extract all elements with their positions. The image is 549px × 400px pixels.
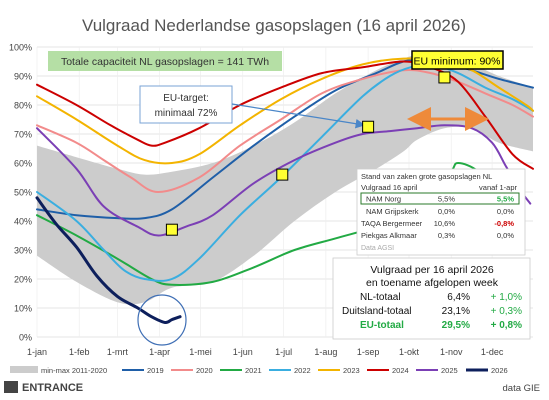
storage-table-header-3: vanaf 1-apr xyxy=(479,183,517,192)
storage-row-value: 0,3% xyxy=(438,231,455,240)
storage-row-value: 0,0% xyxy=(438,207,455,216)
legend-label-2025: 2025 xyxy=(441,366,458,375)
brand-logo: ENTRANCE xyxy=(4,381,83,394)
brand-logo-mark xyxy=(4,381,18,393)
y-tick-label: 100% xyxy=(9,43,32,53)
summary-row-value: 29,5% xyxy=(442,320,470,331)
storage-row-change: -0,8% xyxy=(494,219,514,228)
y-tick-label: 10% xyxy=(14,304,32,314)
storage-row-change: 0,0% xyxy=(497,207,514,216)
storage-row-name: NAM Norg xyxy=(366,195,401,204)
storage-table: Stand van zaken grote gasopslagen NL Vul… xyxy=(356,168,526,256)
legend-label-2019: 2019 xyxy=(147,366,164,375)
y-axis-ticks: 0% 10% 20% 30% 40% 50% 60% 70% 80% 90% 100% xyxy=(9,43,32,343)
summary-row-name: EU-totaal xyxy=(360,320,404,331)
storage-row-value: 10,6% xyxy=(434,219,456,228)
eu-minimum-box xyxy=(411,50,504,70)
y-tick-label: 60% xyxy=(14,159,32,169)
y-tick-label: 50% xyxy=(14,188,32,198)
y-tick-label: 70% xyxy=(14,130,32,140)
eu-target-label-2: minimaal 72% xyxy=(155,108,218,119)
x-tick-label: 1-dec xyxy=(481,347,504,357)
x-axis-ticks: 1-jan 1-feb 1-mrt 1-apr 1-mei 1-jun 1-jul 1-aug… xyxy=(27,347,504,357)
eu-target-box xyxy=(139,85,233,124)
x-tick-label: 1-jun xyxy=(233,347,253,357)
series-line-2025 xyxy=(36,124,532,237)
summary-row-value: 6,4% xyxy=(447,292,470,303)
series-line-2026 xyxy=(35,196,182,325)
eu-minimum-label: EU minimum: 90% xyxy=(414,56,501,68)
y-tick-label: 0% xyxy=(19,333,32,343)
legend-swatch-band xyxy=(10,366,38,373)
storage-row-change: 0,0% xyxy=(497,231,514,240)
capacity-box xyxy=(48,51,282,71)
summary-box: Vulgraad per 16 april 2026 en toename af… xyxy=(332,257,531,340)
brand-name: ENTRANCE xyxy=(22,382,83,394)
eu-target-marker xyxy=(276,168,289,181)
legend-label-2026: 2026 xyxy=(491,366,508,375)
x-tick-label: 1-jul xyxy=(275,347,292,357)
legend-label-2021: 2021 xyxy=(245,366,262,375)
chart-title: Vulgraad Nederlandse gasopslagen (16 apr… xyxy=(82,16,466,35)
y-tick-label: 30% xyxy=(14,246,32,256)
summary-title-1: Vulgraad per 16 april 2026 xyxy=(370,264,494,276)
summary-row-change: + 0,8% xyxy=(491,320,523,331)
storage-table-source: Data AGSI xyxy=(361,245,394,252)
legend-label-2022: 2022 xyxy=(294,366,311,375)
storage-row-value: 5,5% xyxy=(438,195,455,204)
series-line-2024 xyxy=(36,60,534,170)
x-tick-label: 1-mrt xyxy=(107,347,128,357)
x-tick-label: 1-mei xyxy=(189,347,212,357)
storage-table-title: Stand van zaken grote gasopslagen NL xyxy=(361,172,492,181)
x-tick-label: 1-sep xyxy=(357,347,380,357)
eu-target-arrow xyxy=(231,103,366,129)
legend-label-2020: 2020 xyxy=(196,366,213,375)
storage-row-name: NAM Grijpskerk xyxy=(366,207,419,216)
summary-row-change: + 1,0% xyxy=(491,292,523,303)
norg-highlight xyxy=(360,192,520,205)
eu-target-marker xyxy=(438,71,451,84)
eu-target-marker xyxy=(362,120,375,133)
x-tick-label: 1-nov xyxy=(440,347,463,357)
legend-label-2023: 2023 xyxy=(343,366,360,375)
storage-row-change: 5,5% xyxy=(497,195,514,204)
series-line-2020 xyxy=(36,68,534,193)
x-tick-label: 1-aug xyxy=(314,347,337,357)
summary-row-name: Duitsland-totaal xyxy=(342,306,411,317)
y-tick-label: 20% xyxy=(14,275,32,285)
summary-title-2: en toename afgelopen week xyxy=(366,277,499,289)
x-tick-label: 1-jan xyxy=(27,347,47,357)
legend-label-2024: 2024 xyxy=(392,366,409,375)
capacity-label: Totale capaciteit NL gasopslagen = 141 T… xyxy=(61,56,269,68)
y-tick-label: 40% xyxy=(14,217,32,227)
storage-table-header-1: Vulgraad 16 april xyxy=(361,183,418,192)
y-tick-label: 80% xyxy=(14,101,32,111)
summary-row-name: NL-totaal xyxy=(360,292,401,303)
x-tick-label: 1-okt xyxy=(399,347,420,357)
series-line-2023 xyxy=(36,57,534,165)
x-tick-label: 1-apr xyxy=(149,347,170,357)
y-tick-label: 90% xyxy=(14,72,32,82)
summary-row-value: 23,1% xyxy=(442,306,470,317)
x-tick-label: 1-feb xyxy=(69,347,90,357)
eu-target-label-1: EU-target: xyxy=(163,93,209,104)
highlight-circle xyxy=(137,294,187,346)
eu-target-markers xyxy=(165,71,451,236)
legend-label-band: min-max 2011-2020 xyxy=(41,366,107,375)
summary-row-change: + 0,3% xyxy=(491,306,523,317)
eu-target-marker xyxy=(165,223,178,236)
storage-row-name: TAQA Bergermeer xyxy=(361,219,423,228)
storage-row-name: Piekgas Alkmaar xyxy=(361,231,417,240)
data-source: data GIE xyxy=(503,383,541,394)
legend: min-max 2011-2020 2019 2020 2021 2022 2023 202… xyxy=(10,366,508,375)
